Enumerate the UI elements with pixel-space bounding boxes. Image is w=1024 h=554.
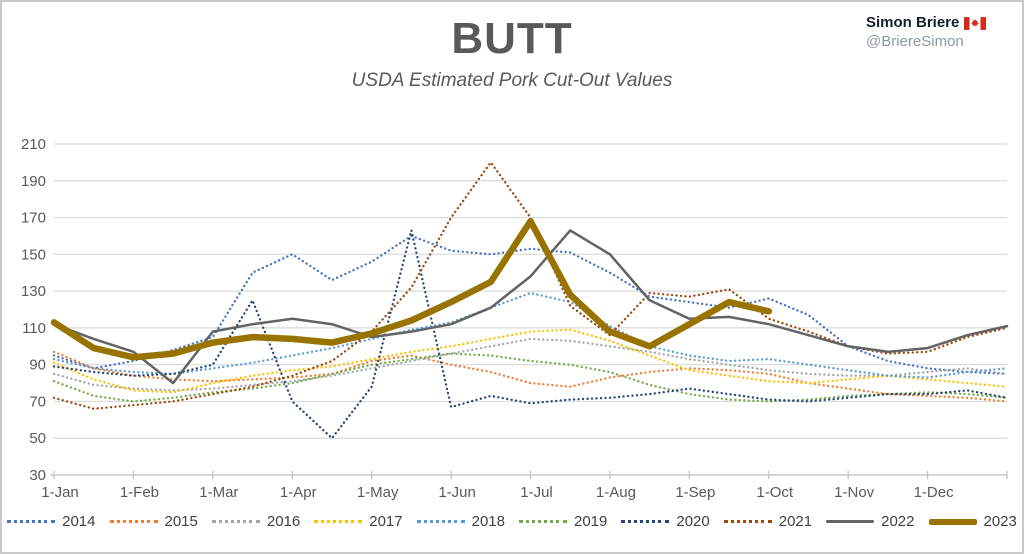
legend-swatch-2014 [7,520,56,523]
y-tick-label-110: 110 [22,320,46,337]
legend-item-2018: 2018 [416,513,505,530]
legend-label-2021: 2021 [778,513,813,530]
legend-swatch-2015 [109,520,158,523]
x-tick-label-1-Apr: 1-Apr [280,484,317,501]
x-tick-label-1-Feb: 1-Feb [120,484,159,501]
legend-label-2020: 2020 [676,513,710,530]
x-tick-label-1-Jan: 1-Jan [41,484,79,501]
x-tick-label-1-Dec: 1-Dec [914,484,955,501]
x-tick-label-1-Jun: 1-Jun [438,484,476,501]
legend-item-2022: 2022 [826,513,915,530]
legend-item-2015: 2015 [109,513,198,530]
y-tick-label-190: 190 [21,173,46,190]
legend-label-2022: 2022 [881,513,915,530]
series-line-2015 [52,350,1009,403]
legend-item-2020: 2020 [621,513,710,530]
series-line-2023 [50,217,773,361]
x-tick-label-1-Jul: 1-Jul [520,484,553,501]
legend-swatch-2021 [723,520,772,523]
legend-label-2017: 2017 [369,513,403,530]
x-tick-label-1-May: 1-May [357,484,399,501]
legend-swatch-2022 [826,520,875,523]
x-tick-label-1-Nov: 1-Nov [834,484,875,501]
series-line-2021 [52,161,1009,410]
author-block: Simon Briere @BriereSimon [866,14,987,52]
legend-swatch-2018 [416,520,465,523]
legend-item-2017: 2017 [314,513,403,530]
chart-subtitle: USDA Estimated Pork Cut-Out Values [351,70,673,92]
legend-swatch-2019 [519,520,567,523]
legend-label-2023: 2023 [983,513,1017,530]
legend-swatch-2023 [928,518,977,525]
y-tick-label-130: 130 [21,283,46,300]
series-line-2020 [52,229,1009,440]
chart-title: BUTT [451,14,573,63]
legend-label-2018: 2018 [471,513,505,530]
x-tick-label-1-Oct: 1-Oct [756,484,794,501]
legend-item-2019: 2019 [519,513,607,530]
title-block: BUTT USDA Estimated Pork Cut-Out Values [2,14,1022,92]
series-line-2022 [52,229,1009,385]
author-handle: @BriereSimon [866,32,964,50]
x-tick-label-1-Sep: 1-Sep [675,484,715,501]
y-tick-label-170: 170 [21,210,46,227]
author-name-text: Simon Briere [866,14,960,31]
y-tick-label-150: 150 [21,246,46,263]
legend-label-2019: 2019 [574,513,608,530]
x-tick-label-1-Mar: 1-Mar [199,484,238,501]
legend-swatch-2017 [314,520,363,523]
y-tick-label-70: 70 [29,393,46,410]
legend-label-2014: 2014 [62,513,96,530]
canada-flag-icon [964,16,987,30]
legend-item-2021: 2021 [723,513,813,530]
legend-label-2015: 2015 [164,513,198,530]
legend-label-2016: 2016 [266,513,301,530]
legend-swatch-2016 [211,520,260,523]
legend-swatch-2020 [621,520,670,523]
series-line-2017 [52,328,1009,394]
legend-item-2016: 2016 [211,513,301,530]
author-name: Simon Briere [866,14,987,33]
chart-legend: 2014 2015 2016 2017 2018 2019 2020 2021 2022 2023 [2,513,1022,530]
series-line-2016 [52,337,1009,392]
series-line-2019 [52,352,1009,403]
y-tick-label-30: 30 [29,467,46,484]
x-tick-label-1-Aug: 1-Aug [596,484,636,501]
y-tick-label-90: 90 [29,357,46,374]
legend-item-2023: 2023 [928,513,1017,530]
legend-item-2014: 2014 [7,513,96,530]
y-tick-label-210: 210 [21,136,46,153]
y-tick-label-50: 50 [29,430,46,447]
